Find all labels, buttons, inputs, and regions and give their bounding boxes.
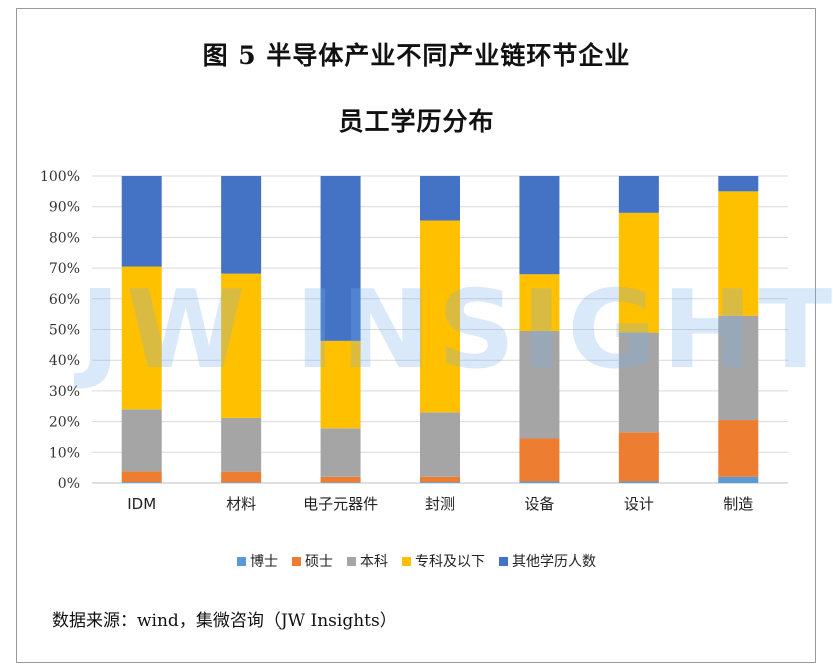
- legend-item: 专科及以下: [402, 551, 485, 571]
- x-tick-label: 设计: [624, 495, 654, 513]
- bar-segment: [221, 273, 262, 418]
- bar-segment: [519, 438, 560, 482]
- legend-item: 其他学历人数: [499, 551, 596, 571]
- bar-segment: [320, 482, 361, 483]
- bar-segment: [420, 476, 460, 483]
- bar-segment: [618, 176, 659, 213]
- bar-segment: [618, 432, 659, 482]
- bar-segment: [121, 176, 162, 267]
- bar-segment: [519, 331, 560, 439]
- bar-segment: [121, 266, 162, 410]
- bar-segment: [320, 428, 361, 477]
- legend-label: 其他学历人数: [512, 554, 596, 570]
- legend-item: 硕士: [292, 551, 333, 571]
- y-tick-label: 80%: [49, 230, 80, 246]
- bar-segment: [221, 471, 262, 483]
- legend-label: 硕士: [305, 554, 333, 570]
- legend-item: 博士: [237, 551, 278, 571]
- y-tick-label: 30%: [49, 384, 80, 400]
- bar-segment: [320, 176, 361, 341]
- x-tick-label: 封测: [425, 495, 455, 513]
- bar-segment: [718, 315, 759, 421]
- bar-segment: [420, 482, 460, 483]
- legend-swatch: [292, 556, 301, 566]
- legend-label: 本科: [360, 554, 388, 570]
- legend-item: 本科: [347, 551, 388, 571]
- bar-segment: [221, 176, 262, 274]
- bar-segment: [519, 176, 560, 275]
- bar-segment: [718, 191, 759, 316]
- legend-swatch: [347, 556, 356, 566]
- bar-segment: [718, 476, 759, 483]
- bar-segment: [420, 220, 460, 413]
- bar-segment: [121, 471, 162, 483]
- chart-title-line1: 图 5 半导体产业不同产业链环节企业: [202, 41, 631, 70]
- bar-segment: [221, 417, 262, 472]
- bar-segment: [519, 274, 560, 332]
- x-tick-label: 材料: [226, 495, 256, 513]
- y-tick-label: 40%: [49, 353, 80, 369]
- bar-segment: [519, 481, 560, 483]
- x-tick-label: IDM: [127, 495, 156, 513]
- bar-segment: [718, 176, 759, 192]
- watermark: JW INSIGHTS: [80, 268, 833, 393]
- x-tick-label: 设备: [524, 495, 554, 513]
- chart-legend: 博士 硕士 本科 专科及以下 其他学历人数: [0, 551, 833, 571]
- legend-label: 专科及以下: [415, 554, 485, 570]
- y-tick-label: 0%: [58, 476, 80, 492]
- y-tick-label: 10%: [49, 445, 80, 461]
- bar-segment: [618, 212, 659, 333]
- bar-segment: [221, 482, 262, 483]
- bar-segment: [121, 409, 162, 472]
- y-tick-label: 70%: [49, 261, 80, 277]
- y-tick-label: 60%: [49, 292, 80, 308]
- source-note: 数据来源：wind，集微咨询（JW Insights）: [52, 611, 397, 631]
- y-tick-label: 100%: [40, 169, 80, 185]
- y-tick-label: 50%: [49, 323, 80, 339]
- legend-swatch: [499, 556, 508, 566]
- bar-segment: [121, 482, 162, 483]
- legend-label: 博士: [250, 554, 278, 570]
- x-tick-label: 电子元器件: [303, 495, 378, 513]
- bar-segment: [320, 340, 361, 429]
- bar-segment: [718, 420, 759, 477]
- bar-segment: [618, 481, 659, 483]
- bar-segment: [420, 176, 460, 221]
- bar-segment: [420, 412, 460, 477]
- legend-swatch: [402, 556, 411, 566]
- x-tick-label: 制造: [723, 495, 753, 513]
- y-tick-label: 90%: [49, 200, 80, 216]
- bar-segment: [320, 476, 361, 483]
- legend-swatch: [237, 556, 246, 566]
- y-tick-label: 20%: [49, 415, 80, 431]
- chart-title-line2: 员工学历分布: [338, 107, 495, 136]
- bar-segment: [618, 332, 659, 433]
